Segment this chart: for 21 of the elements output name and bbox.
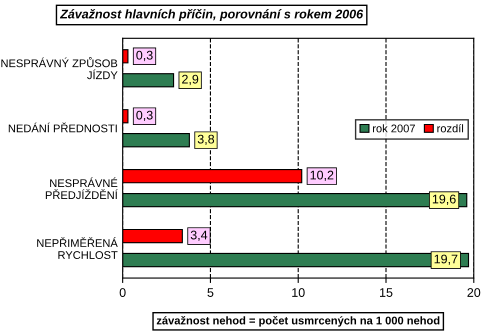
- data-label: 19,6: [432, 194, 456, 205]
- x-tick-label: 0: [120, 288, 126, 297]
- x-tick-label: 5: [207, 288, 214, 297]
- data-label: 0,3: [136, 50, 153, 62]
- data-label: 2,9: [182, 74, 198, 86]
- x-tick-label: 15: [380, 288, 392, 297]
- legend-label: rozdíl: [437, 124, 464, 132]
- y-tick-label: NEPŘIMĚŘENÁ RYCHLOST: [37, 237, 118, 260]
- data-label: 10,2: [310, 170, 334, 181]
- data-label: 0,3: [136, 110, 153, 122]
- legend-label: rok 2007: [373, 124, 415, 132]
- data-label: 19,7: [434, 254, 458, 265]
- y-tick-label: NEDÁNÍ PŘEDNOSTI: [8, 122, 117, 132]
- x-tick-label: 10: [292, 288, 305, 297]
- x-axis-title: závažnost nehod = počet usmrcených na 1 000 nehod: [156, 316, 440, 327]
- y-tick-label: NESPRÁVNÉ PŘEDJÍŽDĚNÍ: [46, 177, 118, 200]
- x-tick-label: 20: [467, 288, 480, 297]
- chart-title: Závažnost hlavních příčin, porovnání s rokem 2006: [60, 9, 364, 21]
- data-label: 3,4: [190, 230, 208, 241]
- data-label: 3,8: [198, 134, 214, 146]
- y-tick-label: NESPRÁVNÝ ZPŮSOB JÍZDY: [1, 57, 118, 80]
